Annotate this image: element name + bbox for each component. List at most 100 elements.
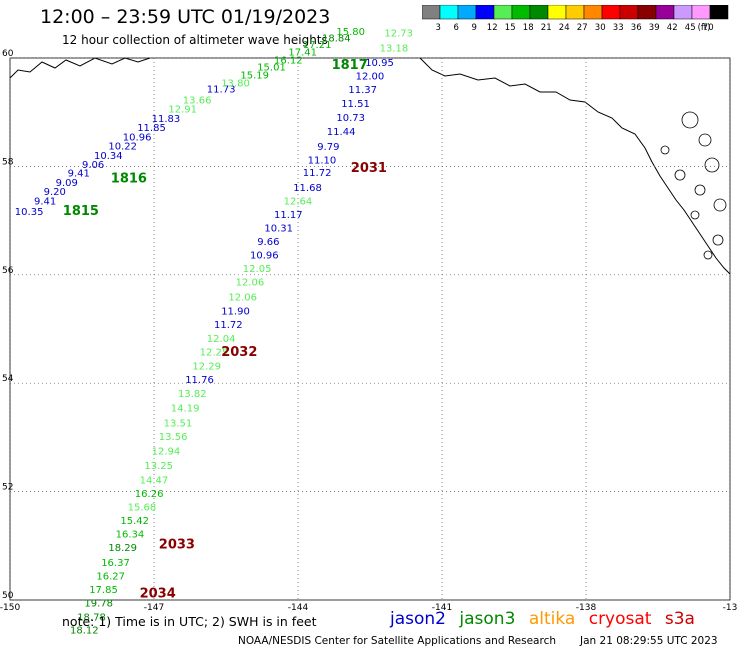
pass-time-label: 2031 xyxy=(351,161,387,176)
wave-height-value: 15.68 xyxy=(128,503,157,514)
wave-height-value: 11.85 xyxy=(137,123,166,134)
coastline-island xyxy=(690,210,700,220)
coastline-layer xyxy=(9,57,731,275)
wave-height-value: 12.06 xyxy=(228,292,257,303)
pass-time-label: 2034 xyxy=(140,586,176,601)
lat-tick-label: 54 xyxy=(2,374,14,384)
wave-height-value: 10.22 xyxy=(108,142,137,153)
lat-tick-label: 50 xyxy=(2,591,14,601)
time-labels: 1815 1816 1817 2031 2032 2033 2034 xyxy=(63,58,387,601)
wave-height-value: 13.80 xyxy=(221,79,250,90)
wave-height-value: 11.17 xyxy=(274,210,303,221)
lon-tick-label: -13 xyxy=(723,603,738,613)
coastline-island xyxy=(712,234,724,246)
wave-height-value: 11.90 xyxy=(221,306,250,317)
legend-item-s3a: s3a xyxy=(664,609,695,629)
color-scale-bar: 3 6 9 12 15 18 21 24 27 30 33 36 39 42 45 70(ft) xyxy=(422,5,729,33)
color-scale-label: 33 xyxy=(613,23,624,33)
color-scale-label: 21 xyxy=(541,23,552,33)
lat-tick-label: 56 xyxy=(2,266,14,276)
color-scale-label: 24 xyxy=(559,23,570,33)
color-scale-label: 18 xyxy=(523,23,534,33)
wave-height-value: 11.83 xyxy=(152,114,181,125)
wave-height-value: 11.72 xyxy=(303,168,332,179)
wave-height-value: 16.27 xyxy=(96,571,125,582)
wave-height-value: 11.51 xyxy=(341,99,370,110)
coastline-island xyxy=(660,145,670,155)
color-scale-label: 42 xyxy=(667,23,678,33)
wave-height-value: 15.42 xyxy=(120,516,149,527)
wave-height-value: 12.64 xyxy=(284,196,313,207)
wave-height-value: 19.78 xyxy=(84,599,113,610)
color-scale-label: 70 xyxy=(703,23,714,33)
wave-height-value: 12.25 xyxy=(200,348,229,359)
wave-height-value: 10.95 xyxy=(365,58,394,69)
color-scale-label: 39 xyxy=(649,23,660,33)
color-scale-label: 3 xyxy=(435,23,440,33)
wave-height-value: 12.05 xyxy=(243,264,272,275)
color-scale-label: 27 xyxy=(577,23,588,33)
coastline-island xyxy=(703,250,713,260)
wave-height-value: 11.68 xyxy=(293,183,322,194)
wave-height-value: 13.18 xyxy=(380,43,409,54)
lon-tick-label: -144 xyxy=(288,603,309,613)
wave-height-value: 9.20 xyxy=(44,187,66,198)
coastline-island xyxy=(698,133,712,147)
color-scale-label: 6 xyxy=(453,23,458,33)
coastline-island xyxy=(694,184,706,196)
pass-time-label: 1817 xyxy=(332,58,368,73)
altimeter-tracks: 10.359.419.209.099.419.0610.3410.2210.96… xyxy=(15,27,413,636)
wave-height-value: 18.29 xyxy=(108,543,137,554)
wave-height-value: 15.80 xyxy=(336,27,365,38)
pass-time-label: 1816 xyxy=(111,172,147,187)
footer-note: note: 1) Time is in UTC; 2) SWH is in fe… xyxy=(62,614,317,629)
wave-height-value: 14.19 xyxy=(171,403,200,414)
color-scale-bin xyxy=(709,5,729,20)
page-subtitle: 12 hour collection of altimeter wave hei… xyxy=(62,33,328,47)
footer-credit: NOAA/NESDIS Center for Satellite Applica… xyxy=(238,635,556,647)
wave-height-value: 10.34 xyxy=(94,151,123,162)
color-scale-unit: (ft) xyxy=(698,23,711,33)
wave-height-value: 17.41 xyxy=(288,47,317,58)
wave-height-value: 12.06 xyxy=(236,278,265,289)
wave-height-value: 9.06 xyxy=(82,160,104,171)
wave-height-value: 15.19 xyxy=(240,71,269,82)
color-scale-label: 9 xyxy=(471,23,476,33)
wave-height-value: 12.00 xyxy=(356,72,385,83)
wave-height-value: 18.12 xyxy=(70,626,99,637)
wave-height-value: 15.01 xyxy=(257,62,286,73)
wave-height-value: 11.76 xyxy=(185,375,214,386)
axis-tick-labels: -150 -147 -144 -141 -138 -13 50 52 54 56 58 60 xyxy=(0,49,737,613)
wave-height-value: 12.29 xyxy=(192,362,221,373)
wave-height-value: 12.04 xyxy=(207,334,236,345)
satellite-legend: jason2 jason3 altika cryosat s3a xyxy=(390,609,703,629)
wave-height-value: 13.25 xyxy=(144,461,173,472)
wave-height-value: 14.47 xyxy=(140,475,169,486)
wave-height-value: 18.84 xyxy=(322,34,351,45)
wave-height-value: 17.21 xyxy=(303,40,332,51)
wave-height-value: 9.79 xyxy=(317,142,339,153)
legend-item-cryosat: cryosat xyxy=(588,609,652,629)
pass-time-label: 2032 xyxy=(221,345,257,360)
pass-time-label: 2033 xyxy=(159,538,195,553)
wave-height-value: 11.44 xyxy=(327,127,356,138)
lat-tick-label: 60 xyxy=(2,49,14,59)
wave-height-value: 9.41 xyxy=(34,196,56,207)
wave-height-value: 13.56 xyxy=(159,432,188,443)
wave-height-value: 11.37 xyxy=(348,85,377,96)
wave-height-value: 18.78 xyxy=(77,613,106,624)
color-scale-label: 12 xyxy=(487,23,498,33)
wave-height-value: 16.37 xyxy=(101,558,130,569)
pass-time-label: 1815 xyxy=(63,204,99,219)
map-frame xyxy=(9,57,731,601)
wave-height-value: 12.94 xyxy=(152,447,181,458)
lon-tick-label: -138 xyxy=(576,603,597,613)
wave-height-value: 13.82 xyxy=(178,389,207,400)
wave-height-value: 16.26 xyxy=(135,489,164,500)
wave-height-value: 10.96 xyxy=(250,251,279,262)
wave-height-value: 12.91 xyxy=(168,105,197,116)
color-scale-label: 15 xyxy=(505,23,516,33)
color-scale-label: 36 xyxy=(631,23,642,33)
wave-height-value: 11.10 xyxy=(308,156,337,167)
